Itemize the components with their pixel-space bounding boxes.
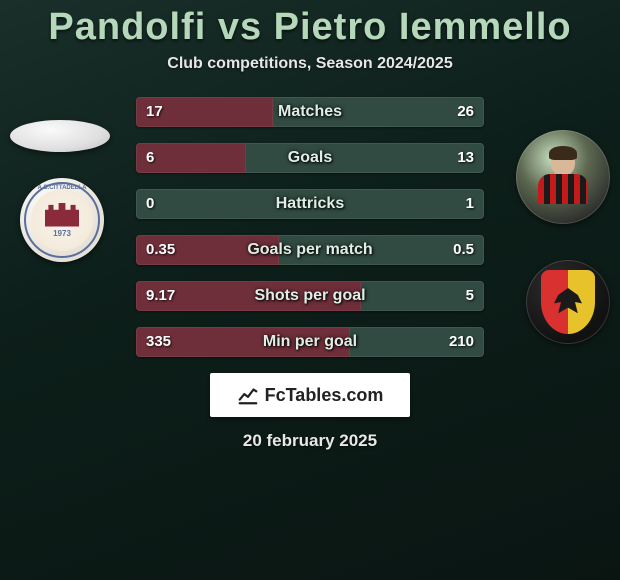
stat-row-goals-per-match: 0.350.5Goals per match xyxy=(136,235,484,265)
player-left-photo-placeholder xyxy=(10,120,110,152)
watermark-text: FcTables.com xyxy=(265,385,384,406)
comparison-subtitle: Club competitions, Season 2024/2025 xyxy=(0,55,620,73)
club-badge-left: A.S.CITTADELLA 1973 xyxy=(20,178,104,262)
player-right-photo xyxy=(516,130,610,224)
chart-icon xyxy=(237,384,259,406)
comparison-date: 20 february 2025 xyxy=(0,431,620,451)
row-label: Shots per goal xyxy=(136,281,484,311)
eagle-icon xyxy=(554,288,582,316)
player-silhouette xyxy=(543,148,583,198)
stat-row-goals: 613Goals xyxy=(136,143,484,173)
crest-left-name: A.S.CITTADELLA xyxy=(38,185,87,191)
cittadella-crest: A.S.CITTADELLA 1973 xyxy=(31,189,93,251)
club-badge-right xyxy=(526,260,610,344)
row-label: Goals per match xyxy=(136,235,484,265)
castle-icon xyxy=(45,203,79,227)
row-label: Hattricks xyxy=(136,189,484,219)
stat-row-shots-per-goal: 9.175Shots per goal xyxy=(136,281,484,311)
catanzaro-crest xyxy=(541,270,595,334)
stat-row-matches: 1726Matches xyxy=(136,97,484,127)
row-label: Goals xyxy=(136,143,484,173)
stat-row-min-per-goal: 335210Min per goal xyxy=(136,327,484,357)
stat-rows: 1726Matches 613Goals 01Hattricks 0.350.5Goa… xyxy=(136,97,484,357)
row-label: Min per goal xyxy=(136,327,484,357)
comparison-title: Pandolfi vs Pietro Iemmello xyxy=(0,0,620,49)
stat-row-hattricks: 01Hattricks xyxy=(136,189,484,219)
watermark: FcTables.com xyxy=(210,373,410,417)
row-label: Matches xyxy=(136,97,484,127)
